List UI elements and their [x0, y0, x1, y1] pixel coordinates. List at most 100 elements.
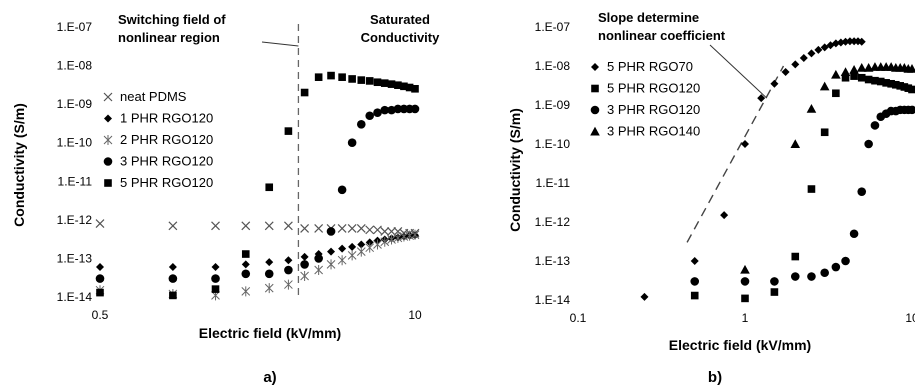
chart-a-point [284, 279, 293, 290]
chart-b-point [857, 37, 866, 46]
chart-a-annotation-switching-line2: nonlinear region [118, 30, 220, 45]
chart-a-legend-marker [104, 114, 112, 123]
chart-a-point [387, 80, 396, 88]
chart-b-point [857, 73, 866, 82]
chart-a-point [241, 250, 250, 258]
slope-dashed-line [686, 65, 785, 243]
chart-a-series-3 [95, 229, 420, 301]
chart-b-point [770, 288, 779, 296]
chart-b-y-tick-label: 1.E-08 [535, 59, 571, 73]
chart-a-point [365, 238, 374, 247]
chart-a-point [348, 242, 357, 251]
slope-pointer-line [709, 44, 768, 99]
chart-b-x-tick-label: 0.1 [570, 311, 587, 325]
chart-a-point [393, 227, 403, 236]
chart-a-point [365, 242, 375, 253]
chart-b-point [864, 75, 873, 84]
chart-a-point [300, 271, 309, 282]
chart-b-point [870, 121, 880, 130]
chart-a-point [357, 76, 366, 84]
chart-b-point [820, 128, 829, 137]
chart-b-point [849, 229, 859, 239]
chart-b-point [781, 68, 790, 77]
chart-b-point [871, 76, 879, 85]
chart-b-legend-label: 3 PHR RGO140 [607, 124, 700, 139]
chart-a-point [394, 81, 402, 89]
chart-b-xlabel: Electric field (kV/mm) [669, 337, 811, 353]
chart-b-legend-label: 3 PHR RGO120 [607, 102, 700, 117]
chart-b-point [757, 94, 766, 103]
chart-a-point [265, 183, 274, 192]
chart-a-point [264, 269, 274, 279]
chart-a-point [284, 256, 293, 265]
chart-b-point [806, 103, 817, 113]
chart-a-point [265, 258, 274, 267]
chart-a-point [284, 265, 293, 275]
chart-b-point [850, 72, 858, 80]
chart-b-point [849, 64, 859, 74]
chart-a-point [264, 283, 274, 294]
chart-b-annotation-slope-line2: nonlinear coefficient [598, 28, 726, 43]
chart-a-y-tick-label: 1.E-13 [57, 251, 93, 265]
chart-a-y-tick-label: 1.E-09 [57, 97, 93, 111]
chart-b-point [831, 39, 840, 48]
chart-b-series-1 [640, 37, 866, 301]
chart-a-point [95, 219, 105, 229]
chart-b-legend-label: 5 PHR RGO120 [607, 81, 700, 96]
chart-b-point [720, 211, 729, 220]
chart-a-point [356, 246, 366, 257]
chart-b-point [770, 277, 779, 286]
chart-b-point [896, 82, 905, 90]
chart-a-point [241, 269, 251, 279]
chart-a-point [326, 259, 336, 270]
chart-b-series-4 [740, 62, 915, 274]
chart-b-series-2 [690, 72, 915, 303]
chart-a-xlabel: Electric field (kV/mm) [199, 325, 341, 341]
chart-a-point [95, 274, 105, 283]
chart-b-x-tick-label: 1 [742, 311, 749, 325]
chart-a-legend: neat PDMS 1 PHR RGO120 2 PHR RGO120 3 PHR R… [103, 89, 213, 190]
chart-a-point [241, 221, 251, 231]
chart-a-point [373, 108, 382, 117]
chart-b-legend-marker [591, 84, 599, 93]
chart-b-point [770, 79, 779, 88]
chart-b-point [741, 140, 749, 148]
chart-a-point [168, 274, 178, 283]
chart-a-point [314, 254, 323, 263]
chart-b-annotation-slope-line1: Slope determine [598, 10, 699, 25]
chart-b-point [791, 60, 800, 69]
chart-b-series-3 [690, 105, 915, 286]
chart-a-point [283, 221, 293, 231]
chart-a-annotation-saturated-line2: Conductivity [361, 30, 440, 45]
switching-field-pointer-line [261, 41, 299, 47]
chart-a-x-tick-label: 10 [408, 308, 422, 322]
chart-b-point [690, 277, 700, 286]
chart-a-point [400, 82, 408, 91]
chart-b-y-tick-label: 1.E-12 [535, 215, 571, 229]
chart-b-legend-marker [590, 126, 600, 136]
chart-a-point [365, 111, 375, 121]
chart-b-panel-label: b) [708, 369, 722, 386]
chart-a-point [327, 247, 336, 256]
chart-b-y-tick-label: 1.E-07 [535, 20, 571, 34]
chart-b-point [690, 291, 699, 300]
chart-a-point [411, 84, 419, 93]
chart-a-point [326, 227, 336, 236]
chart-b-y-tick-label: 1.E-11 [536, 176, 571, 190]
chart-a-y-tick-label: 1.E-14 [57, 290, 93, 304]
chart-a-legend-label: 3 PHR RGO120 [120, 154, 213, 169]
chart-a-legend-label: neat PDMS [120, 89, 187, 104]
chart-a-point [356, 120, 366, 129]
chart-a-x-tick-label: 0.5 [92, 308, 109, 322]
chart-b-point [882, 79, 890, 87]
chart-a-point [284, 127, 293, 135]
chart-a-point [347, 223, 357, 233]
chart-a-y-tick-label: 1.E-11 [58, 174, 93, 188]
chart-b-point [807, 49, 816, 58]
chart-b-point [790, 272, 800, 281]
chart-b-point [887, 79, 895, 88]
chart-a-y-tick-label: 1.E-10 [57, 136, 93, 150]
chart-a-legend-marker [103, 92, 113, 102]
chart-a-legend-marker [103, 135, 113, 145]
chart-b-point [908, 85, 915, 94]
